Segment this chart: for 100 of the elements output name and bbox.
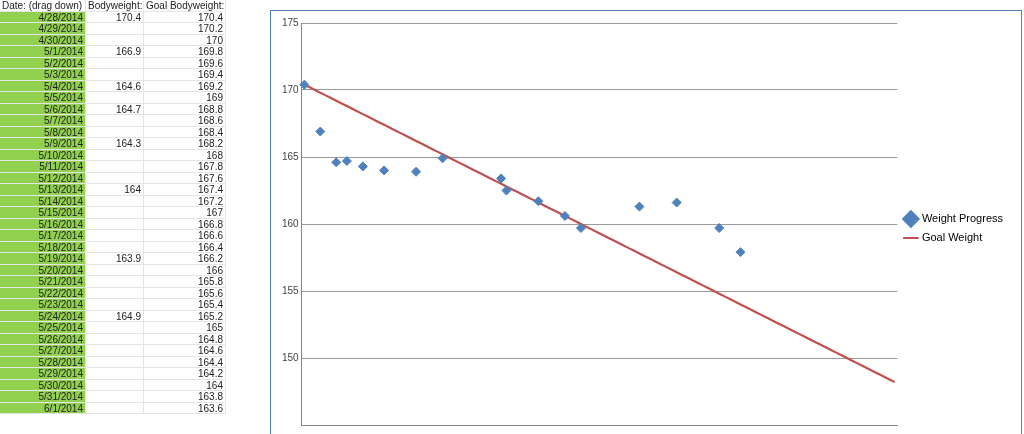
point [634,201,645,212]
data-label: 170.2 [144,23,226,35]
y-tick-label: 165 [282,150,300,162]
data-label: 164.8 [144,333,226,345]
point [575,223,586,234]
point [496,173,507,184]
data-label: 164.3 [86,138,144,150]
category-label: 5/16/2014 [0,218,86,230]
category-label: 5/9/2014 [0,138,86,150]
data-label: 169 [144,92,226,104]
text: Goal Bodyweight: [144,0,226,12]
data-label: 170 [144,34,226,46]
text: Bodyweight: [86,0,144,12]
category-label: 5/21/2014 [0,276,86,288]
data-label: 164.6 [86,80,144,92]
category-label: 5/11/2014 [0,161,86,173]
y-tick-label: 155 [282,284,300,296]
point [379,165,390,176]
category-label: 5/25/2014 [0,322,86,334]
category-label: 4/28/2014 [0,11,86,23]
category-label: 5/31/2014 [0,391,86,403]
point [533,196,544,207]
point [331,157,342,168]
data-label: 168 [144,149,226,161]
data-label: 167.6 [144,172,226,184]
data-label: 165.4 [144,299,226,311]
data-label: 164.6 [144,345,226,357]
category-label: 5/30/2014 [0,379,86,391]
category-label: 5/6/2014 [0,103,86,115]
data-label: 165 [144,322,226,334]
point [735,247,746,258]
category-label: 4/30/2014 [0,34,86,46]
data-label: 167.8 [144,161,226,173]
data-label: 168.6 [144,115,226,127]
data-label: 166.9 [86,46,144,58]
data-label: 163.8 [144,391,226,403]
data-label: 166.2 [144,253,226,265]
point [357,161,368,172]
data-label: 164.2 [144,368,226,380]
category-label: 5/5/2014 [0,92,86,104]
category-label: 5/20/2014 [0,264,86,276]
data-label: 166.8 [144,218,226,230]
data-label: 168.2 [144,138,226,150]
legend-label: Weight Progress [921,212,1004,225]
category-label: 5/27/2014 [0,345,86,357]
point [671,197,682,208]
point [559,210,570,221]
data-label: 167.4 [144,184,226,196]
data-label: 169.2 [144,80,226,92]
category-label: 5/8/2014 [0,126,86,138]
data-label: 165.8 [144,276,226,288]
y-tick-label: 170 [282,83,300,95]
data-label: 167.2 [144,195,226,207]
point [341,156,352,167]
data-label: 170.4 [86,11,144,23]
data-label: 167 [144,207,226,219]
data-label: 168.8 [144,103,226,115]
category-label: 5/13/2014 [0,184,86,196]
category-label: 5/2/2014 [0,57,86,69]
data-label: 170.4 [144,11,226,23]
data-label: 166 [144,264,226,276]
category-label: 5/10/2014 [0,149,86,161]
category-label: 5/12/2014 [0,172,86,184]
point [714,223,725,234]
category-label: 5/24/2014 [0,310,86,322]
point [299,79,310,90]
data-label: 164 [144,379,226,391]
category-label: 5/15/2014 [0,207,86,219]
data-label: 168.4 [144,126,226,138]
data-label: 169.6 [144,57,226,69]
category-label: 5/17/2014 [0,230,86,242]
point [437,153,448,164]
data-label: 165.2 [144,310,226,322]
data-label: 166.6 [144,230,226,242]
data-label: 169.4 [144,69,226,81]
category-label: 5/28/2014 [0,356,86,368]
y-tick-label: 160 [282,217,300,229]
data-label: 166.4 [144,241,226,253]
category-label: 5/19/2014 [0,253,86,265]
data-label: 163.9 [86,253,144,265]
category-label: 5/22/2014 [0,287,86,299]
category-label: 5/26/2014 [0,333,86,345]
category-label: 5/3/2014 [0,69,86,81]
point [411,166,422,177]
category-label: 4/29/2014 [0,23,86,35]
category-label: 6/1/2014 [0,402,86,414]
point [501,185,512,196]
category-label: 5/29/2014 [0,368,86,380]
point [315,126,326,137]
legend-label: Goal Weight [921,231,983,244]
data-label: 164.7 [86,103,144,115]
data-label: 164 [86,184,144,196]
category-label: 5/4/2014 [0,80,86,92]
data-label: 169.8 [144,46,226,58]
category-label: 5/7/2014 [0,115,86,127]
y-tick-label: 175 [282,16,300,28]
data-label: 164.9 [86,310,144,322]
category-label: 5/1/2014 [0,46,86,58]
data-label: 164.4 [144,356,226,368]
data-label: 165.6 [144,287,226,299]
